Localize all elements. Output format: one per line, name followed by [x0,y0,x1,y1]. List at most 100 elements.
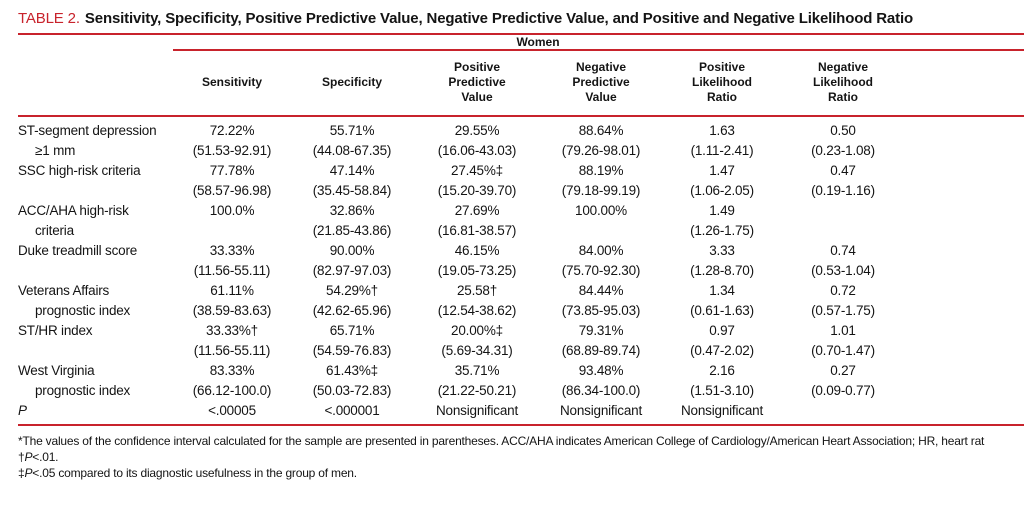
cell-value: 84.00% [578,243,624,258]
cell-confidence-interval: (5.69-34.31) [441,343,513,358]
footnote-text: † [18,450,25,464]
row-label: Duke treadmill score [18,241,173,281]
filler-cell [903,161,1024,201]
row-label-line: Veterans Affairs [18,283,110,298]
cell-value: Nonsignificant [560,403,642,418]
cell-negative-likelihood-ratio [783,401,903,421]
footnote-text: P [24,466,33,480]
row-label: ACC/AHA high-risk criteria [18,201,173,241]
cell-value: 55.71% [329,123,375,138]
cell-value: Nonsignificant [436,403,518,418]
cell-value: 61.43%‡ [326,363,378,378]
cell-confidence-interval: (0.23-1.08) [811,143,875,158]
cell-confidence-interval: (0.53-1.04) [811,263,875,278]
filler-cell [903,361,1024,401]
table-body: ST-segment depression ≥1 mm 72.22% (51.53-9… [18,116,1024,421]
cell-value: <.00005 [208,403,256,418]
footnotes: *The values of the confidence interval c… [18,433,1024,481]
cell-confidence-interval: (21.85-43.86) [312,223,392,238]
cell-negative-likelihood-ratio [783,201,903,241]
cell-positive-likelihood-ratio: 1.49 (1.26-1.75) [661,201,783,241]
cell-value: 35.71% [454,363,500,378]
cell-positive-likelihood-ratio: 1.63 (1.11-2.41) [661,116,783,161]
column-header-line: Value [585,90,617,104]
cell-confidence-interval: (58.57-96.98) [192,183,272,198]
cell-value: 90.00% [329,243,375,258]
cell-value: 29.55% [454,123,500,138]
cell-value: 27.45%‡ [451,163,503,178]
cell-confidence-interval: (73.85-95.03) [561,303,641,318]
group-header-women: Women [173,35,903,51]
cell-value: Nonsignificant [681,403,763,418]
cell-confidence-interval: (1.06-2.05) [690,183,754,198]
cell-positive-likelihood-ratio: 1.47 (1.06-2.05) [661,161,783,201]
cell-confidence-interval: (1.51-3.10) [690,383,754,398]
cell-specificity: 61.43%‡ (50.03-72.83) [291,361,413,401]
cell-negative-likelihood-ratio: 1.01 (0.70-1.47) [783,321,903,361]
row-label-line: prognostic index [35,303,131,318]
cell-confidence-interval: (75.70-92.30) [561,263,641,278]
cell-confidence-interval: (1.26-1.75) [690,223,754,238]
cell-negative-likelihood-ratio: 0.74 (0.53-1.04) [783,241,903,281]
table-row-west-virginia-prognostic-index: West Virginia prognostic index 83.33% (66.1… [18,361,1024,401]
cell-positive-predictive-value: 35.71% (21.22-50.21) [413,361,541,401]
cell-positive-predictive-value: 20.00%‡ (5.69-34.31) [413,321,541,361]
column-header-negative-likelihood-ratio: Negative Likelihood Ratio [783,50,903,117]
column-header-row: Sensitivity Specificity Positive Predictive… [18,50,1024,117]
cell-value: 33.33%† [206,323,258,338]
table-row-acc-aha-high-risk-criteria: ACC/AHA high-risk criteria 100.0% 32.86% (21… [18,201,1024,241]
cell-value: 47.14% [329,163,375,178]
table-row-p-value: P <.00005 <.000001 Nonsignificant Nonsignifi… [18,401,1024,421]
footnote-text: <.05 compared to its diagnostic usefulne… [32,466,357,480]
cell-negative-likelihood-ratio: 0.47 (0.19-1.16) [783,161,903,201]
cell-confidence-interval: (1.28-8.70) [690,263,754,278]
cell-value: 83.33% [209,363,255,378]
cell-value: 93.48% [578,363,624,378]
footnote-line: †P<.01. [18,449,1024,465]
cell-confidence-interval: (0.19-1.16) [811,183,875,198]
cell-confidence-interval: (50.03-72.83) [312,383,392,398]
cell-value: 0.27 [830,363,856,378]
row-label-line: ACC/AHA high-risk [18,203,129,218]
filler-cell [903,321,1024,361]
row-label-line: West Virginia [18,363,95,378]
cell-sensitivity: 100.0% [173,201,291,241]
cell-confidence-interval: (21.22-50.21) [437,383,517,398]
cell-positive-predictive-value: Nonsignificant [413,401,541,421]
cell-value: 1.47 [709,163,735,178]
cell-sensitivity: 33.33%† (11.56-55.11) [173,321,291,361]
cell-specificity: 47.14% (35.45-58.84) [291,161,413,201]
cell-sensitivity: 77.78% (58.57-96.98) [173,161,291,201]
cell-confidence-interval: (0.09-0.77) [811,383,875,398]
filler-cell [903,201,1024,241]
group-header-row: Women [18,35,1024,51]
cell-positive-likelihood-ratio: 0.97 (0.47-2.02) [661,321,783,361]
row-label-line: prognostic index [35,383,131,398]
cell-value: 72.22% [209,123,255,138]
column-header-sensitivity: Sensitivity [173,50,291,117]
footnote-line: *The values of the confidence interval c… [18,433,1024,449]
title-rule [18,33,1024,35]
cell-negative-predictive-value: 88.64% (79.26-98.01) [541,116,661,161]
column-header-negative-predictive-value: Negative Predictive Value [541,50,661,117]
cell-value: 77.78% [209,163,255,178]
cell-positive-predictive-value: 46.15% (19.05-73.25) [413,241,541,281]
cell-confidence-interval: (0.57-1.75) [811,303,875,318]
cell-value: 0.50 [830,123,856,138]
cell-positive-predictive-value: 27.45%‡ (15.20-39.70) [413,161,541,201]
cell-value: 25.58† [456,283,498,298]
column-header-line: Sensitivity [201,75,263,89]
cell-value: 88.64% [578,123,624,138]
cell-confidence-interval: (68.89-89.74) [561,343,641,358]
cell-confidence-interval: (0.47-2.02) [690,343,754,358]
footnote-text: *The values of the confidence interval c… [18,434,985,448]
column-header-line: Ratio [828,90,858,104]
cell-value: 100.00% [575,203,627,218]
cell-positive-likelihood-ratio: 3.33 (1.28-8.70) [661,241,783,281]
cell-value: 0.97 [709,323,735,338]
cell-positive-likelihood-ratio: Nonsignificant [661,401,783,421]
row-label: P [18,401,173,421]
cell-confidence-interval: (1.11-2.41) [690,143,754,158]
column-header-line: Predictive [572,75,630,89]
cell-negative-predictive-value: 84.44% (73.85-95.03) [541,281,661,321]
